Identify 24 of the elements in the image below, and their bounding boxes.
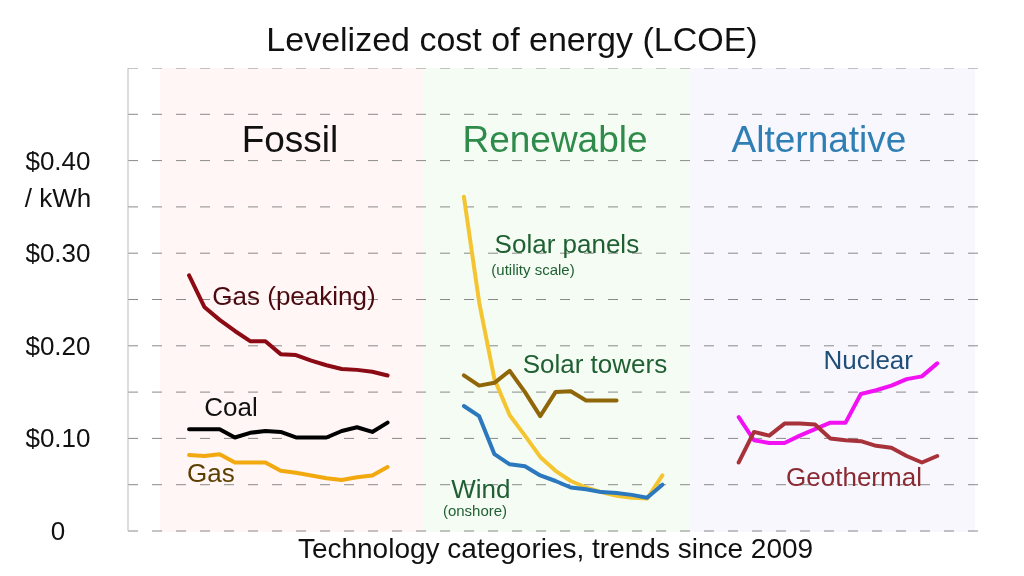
- series-label: Wind: [451, 473, 511, 504]
- series-label: Gas (peaking): [212, 280, 376, 311]
- y-tick-label: $0.20: [25, 330, 91, 361]
- chart-title: Levelized cost of energy (LCOE): [265, 20, 759, 59]
- series-label: Coal: [204, 392, 258, 423]
- line-series: [187, 273, 390, 378]
- series-label: Gas: [187, 458, 235, 489]
- annotation: Renewable: [461, 117, 649, 162]
- line-series: [187, 452, 390, 483]
- y-tick-label: $0.40 / kWh: [24, 145, 92, 213]
- line-series: [736, 421, 940, 465]
- y-tick-label: 0: [50, 516, 66, 546]
- annotation: (onshore): [441, 502, 509, 520]
- annotation: Alternative: [730, 117, 908, 162]
- line-series: [187, 420, 390, 440]
- x-axis-title: Technology categories, trends since 2009: [296, 533, 815, 565]
- series-label: Geothermal: [786, 462, 922, 493]
- series-label: Nuclear: [823, 345, 914, 376]
- annotation: (utility scale): [490, 261, 576, 279]
- series-label: Solar panels: [494, 228, 640, 259]
- y-tick-label: $0.30: [25, 238, 91, 269]
- series-label: Solar towers: [522, 349, 668, 380]
- annotation: Fossil: [240, 117, 340, 162]
- y-tick-label: $0.10: [25, 423, 91, 454]
